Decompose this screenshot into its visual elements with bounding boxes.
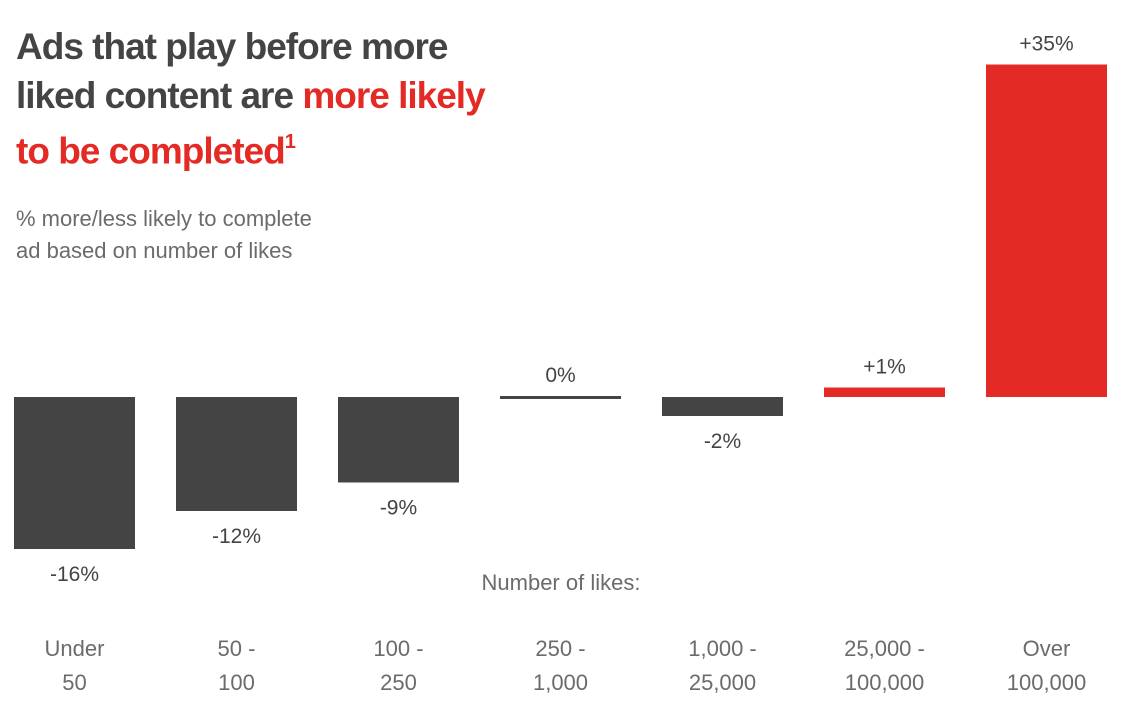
title-line-2-plain: liked content are [16,75,294,116]
bar-1 [176,397,297,511]
category-label-2-line-1: 100 - [373,636,423,661]
value-label-2: -9% [380,497,417,520]
bar-0 [14,397,135,549]
bar-2 [338,397,459,483]
value-label-1: -12% [212,525,261,548]
category-label-0-line-1: Under [45,636,105,661]
x-axis-title: Number of likes: [482,570,641,595]
category-label-4-line-2: 25,000 [689,670,756,695]
category-label-4-line-1: 1,000 - [688,636,757,661]
category-label-6-line-2: 100,000 [1007,670,1087,695]
category-label-3-line-1: 250 - [535,636,585,661]
bars-group [14,64,1107,549]
bar-6 [986,64,1107,397]
category-label-3-line-2: 1,000 [533,670,588,695]
category-label-5-line-2: 100,000 [845,670,925,695]
chart-subtitle: % more/less likely to complete ad based … [16,203,312,267]
chart-title: Ads that play before more liked content … [16,22,486,175]
category-label-6-line-1: Over [1023,636,1071,661]
category-label-2-line-2: 250 [380,670,417,695]
subtitle-line-2: ad based on number of likes [16,238,293,263]
title-footnote-marker: 1 [284,131,296,153]
title-line-2-highlight: more likely [302,75,485,116]
title-line-1: Ads that play before more [16,26,448,67]
value-label-5: +1% [863,356,906,379]
bar-3 [500,396,621,399]
category-label-1-line-2: 100 [218,670,255,695]
value-label-0: -16% [50,563,99,586]
value-label-6: +35% [1019,33,1073,56]
category-label-1-line-1: 50 - [218,636,256,661]
value-label-3: 0% [545,364,575,387]
bar-4 [662,397,783,416]
bar-5 [824,387,945,397]
value-label-4: -2% [704,430,741,453]
category-labels-group: Under 50 50 - 100 100 - 250 250 - 1,000 1,000 - 2… [45,636,1087,695]
value-labels-group: -16% -12% -9% 0% -2% +1% +35% [50,33,1074,587]
category-label-5-line-1: 25,000 - [844,636,925,661]
title-line-3-highlight: to be completed [16,130,286,172]
subtitle-line-1: % more/less likely to complete [16,206,312,231]
category-label-0-line-2: 50 [62,670,86,695]
